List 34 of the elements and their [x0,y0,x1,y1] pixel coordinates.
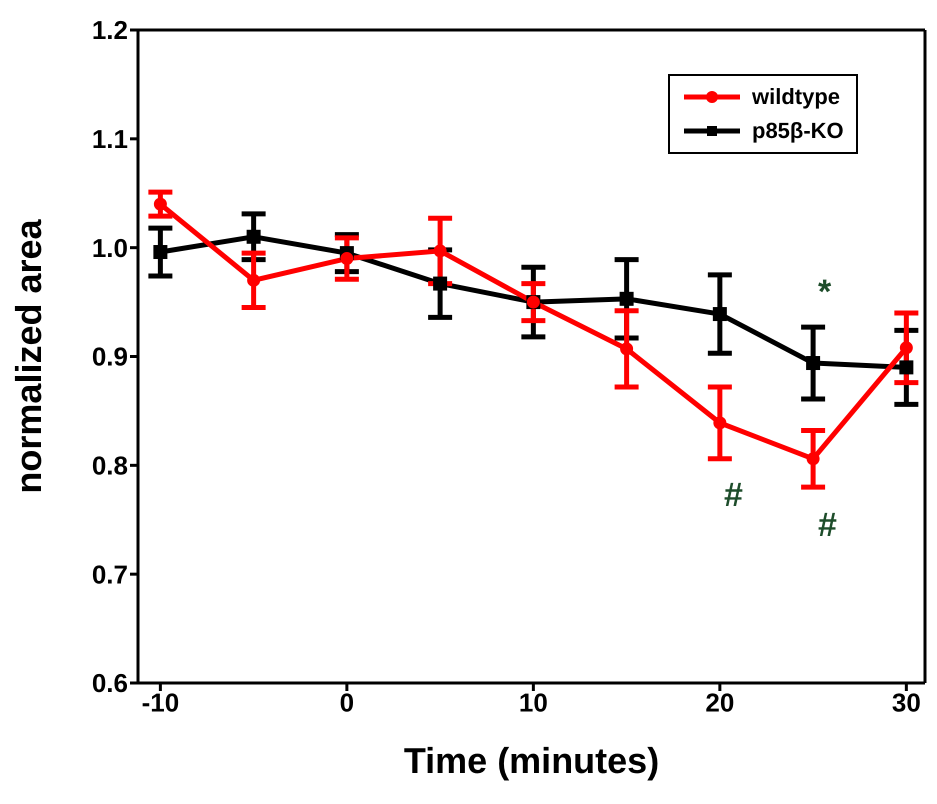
y-tick-label: 1.2 [92,15,128,46]
point [806,356,820,370]
point [713,416,726,430]
x-tick-label: 0 [340,687,354,718]
point [620,292,634,306]
point [620,342,634,356]
y-axis-title: normalized area [8,218,49,494]
annotation: * [818,272,832,312]
point [899,360,914,374]
y-tick-label: 0.6 [92,668,128,698]
point [154,198,167,211]
y-tick-label: 0.9 [92,342,128,372]
annotation: # [818,505,837,545]
x-tick-label: 10 [518,687,548,718]
point [153,245,168,260]
x-tick-label: 20 [705,687,734,718]
point [247,274,260,287]
point [433,276,448,291]
x-axis-title: Time (minutes) [404,740,660,781]
y-tick-label: 0.7 [92,559,128,590]
point [434,244,447,258]
point [806,452,820,466]
x-tick-label: 30 [892,687,921,718]
point [246,230,261,244]
point [712,307,727,322]
x-tick-label: -10 [142,687,180,718]
point [340,252,354,266]
y-tick-label: 0.8 [92,450,128,481]
annotation: # [724,475,743,515]
point [900,341,913,354]
y-tick-label: 1.0 [92,232,128,263]
legend-label: wildtype [752,83,840,111]
y-tick-label: 1.1 [92,124,128,154]
legend-label: p85β-KO [752,117,844,145]
